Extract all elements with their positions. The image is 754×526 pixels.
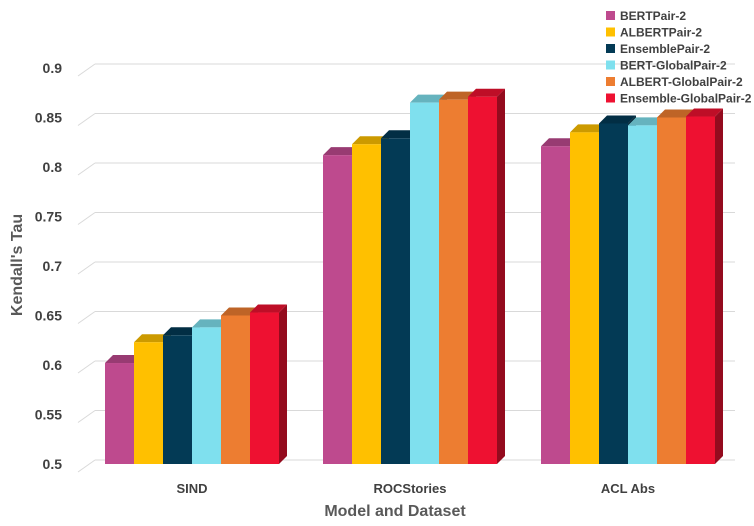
bar-front	[221, 315, 250, 464]
y-tick-label: 0.55	[35, 407, 62, 423]
bar-top	[105, 355, 142, 364]
legend-swatch	[606, 44, 615, 53]
bar-front	[381, 138, 410, 465]
legend-item: EnsemblePair-2	[606, 42, 710, 56]
gridline-diag	[77, 459, 96, 473]
legend-swatch	[606, 27, 615, 37]
legend-swatch	[606, 60, 615, 70]
y-tick-label: 0.85	[35, 110, 62, 126]
y-tick-label: 0.6	[43, 357, 63, 373]
bar-top	[250, 304, 287, 313]
y-tick-label: 0.5	[43, 456, 63, 472]
bar-front	[323, 155, 352, 464]
gridline-diag	[77, 212, 96, 225]
legend-item: Ensemble-GlobalPair-2	[606, 92, 752, 106]
x-tick-label: SIND	[176, 481, 207, 496]
bar	[468, 88, 505, 465]
bar-top	[541, 138, 578, 147]
y-tick-label: 0.9	[43, 60, 63, 76]
legend-label: ALBERT-GlobalPair-2	[620, 75, 743, 89]
y-tick-label: 0.65	[35, 308, 62, 324]
bar-front	[105, 363, 134, 464]
gridline-diag	[77, 261, 96, 275]
gridline-diag	[77, 162, 96, 176]
legend-swatch	[606, 93, 615, 103]
legend-label: BERT-GlobalPair-2	[620, 59, 727, 73]
bar-top	[221, 307, 258, 316]
legend: BERTPair-2 ALBERTPair-2 EnsemblePair-2 BERT…	[606, 9, 752, 106]
bar-front	[250, 312, 279, 464]
bar	[686, 108, 723, 464]
legend-item: ALBERTPair-2	[606, 26, 702, 40]
bar-front	[686, 116, 715, 464]
gridline-diag	[77, 63, 96, 77]
legend-label: EnsemblePair-2	[620, 42, 710, 56]
bars	[105, 88, 723, 465]
legend-label: Ensemble-GlobalPair-2	[620, 92, 752, 106]
x-axis-title: Model and Dataset	[324, 503, 466, 520]
y-tick-label: 0.7	[43, 258, 63, 274]
bar-front	[628, 125, 657, 465]
bar-top	[628, 117, 665, 126]
bar-front	[541, 146, 570, 464]
bar-top	[686, 108, 723, 117]
legend-label: ALBERTPair-2	[620, 26, 702, 40]
legend-label: BERTPair-2	[620, 9, 686, 23]
y-axis-title: Kendall's Tau	[9, 214, 26, 316]
y-tick-label: 0.8	[43, 159, 63, 175]
bar-front	[163, 335, 192, 464]
x-tick-label: ROCStories	[374, 481, 447, 496]
bar-top	[192, 319, 229, 328]
legend-swatch	[606, 77, 615, 86]
y-axis-ticks: 0.5 0.55 0.6 0.65 0.7 0.75 0.8 0.85 0.9	[35, 60, 62, 472]
legend-item: BERTPair-2	[606, 9, 686, 23]
x-axis-categories: SIND ROCStories ACL Abs	[176, 481, 655, 496]
bar-top	[323, 147, 360, 156]
bar-top	[599, 115, 636, 124]
bar-front	[657, 117, 686, 464]
bar-front	[352, 144, 381, 465]
legend-item: BERT-GlobalPair-2	[606, 59, 727, 73]
bar-top	[570, 124, 607, 133]
bar-top	[410, 94, 447, 103]
gridline-diag	[77, 113, 96, 126]
gridline-diag	[77, 410, 96, 423]
bar-top	[134, 334, 171, 343]
y-tick-label: 0.75	[35, 209, 62, 225]
bar-top	[381, 130, 418, 139]
gridline-diag	[77, 360, 96, 374]
bar-front	[134, 342, 163, 464]
bar	[250, 304, 287, 464]
legend-swatch	[606, 11, 615, 20]
bar-front	[410, 102, 439, 465]
bar-front	[570, 132, 599, 464]
bar-top	[163, 327, 200, 336]
bar-top	[468, 88, 505, 97]
bar-front	[468, 96, 497, 465]
bar-side	[497, 88, 505, 465]
legend-item: ALBERT-GlobalPair-2	[606, 75, 743, 89]
bar-front	[192, 327, 221, 464]
bar-top	[657, 109, 694, 118]
x-tick-label: ACL Abs	[601, 481, 655, 496]
bar-front	[439, 99, 468, 465]
bar-top	[439, 91, 476, 100]
bar-side	[279, 304, 287, 464]
bar-front	[599, 123, 628, 464]
gridline-diag	[77, 311, 96, 324]
bar-top	[352, 136, 389, 145]
bar-side	[715, 108, 723, 464]
